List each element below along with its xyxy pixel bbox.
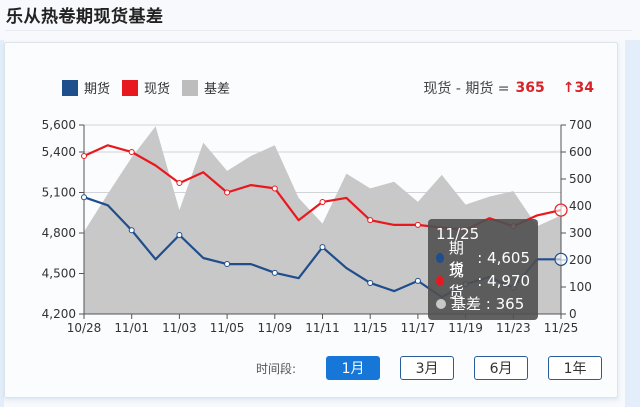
- data-point-marker[interactable]: [414, 221, 421, 228]
- x-tick-label: 11/17: [401, 321, 436, 335]
- right-tick-label: 700: [569, 118, 592, 132]
- legend-label: 基差: [204, 82, 231, 97]
- x-tick-label: 11/15: [353, 321, 388, 335]
- arrow-up-icon: ↑: [562, 80, 575, 96]
- page-title: 乐从热卷期现货基差: [6, 7, 164, 27]
- chart-tooltip: 11/25 期货 : 4,605 现货 : 4,970 基差 : 365: [428, 219, 538, 320]
- basis-value: 365: [515, 80, 545, 96]
- tooltip-row-basis: 基差 : 365: [436, 292, 530, 315]
- chart-legend: 期货 现货 基差: [62, 78, 242, 97]
- highlight-point-marker[interactable]: [554, 252, 568, 266]
- x-tick-label: 11/23: [496, 321, 531, 335]
- data-point-marker[interactable]: [414, 277, 421, 284]
- data-point-marker[interactable]: [128, 149, 135, 155]
- basis-change: ↑34: [563, 80, 594, 96]
- left-tick-label: 5,600: [42, 118, 76, 132]
- tooltip-label: 现货: [448, 261, 464, 301]
- right-tick-label: 300: [569, 226, 592, 240]
- left-tick-label: 4,500: [42, 267, 76, 281]
- right-tick-label: 400: [569, 199, 592, 213]
- right-tick-label: 100: [569, 280, 592, 294]
- x-tick-label: 11/09: [258, 321, 293, 335]
- x-tick-label: 11/25: [544, 321, 579, 335]
- x-tick-label: 11/19: [448, 321, 483, 335]
- period-button-3m[interactable]: 3月: [400, 356, 455, 380]
- highlight-point-marker[interactable]: [554, 203, 568, 217]
- data-point-marker[interactable]: [81, 153, 87, 160]
- tooltip-row-futures: 期货 : 4,605: [436, 239, 530, 278]
- legend-item-spot[interactable]: 现货: [122, 78, 170, 97]
- legend-label: 期货: [84, 82, 111, 97]
- tooltip-value: 4,970: [487, 271, 530, 290]
- period-button-6m[interactable]: 6月: [474, 356, 529, 380]
- data-point-marker[interactable]: [81, 194, 87, 201]
- data-point-marker[interactable]: [319, 244, 326, 251]
- data-point-marker[interactable]: [176, 180, 183, 187]
- data-point-marker[interactable]: [367, 279, 374, 286]
- x-tick-label: 11/01: [114, 321, 149, 335]
- data-point-marker[interactable]: [367, 217, 374, 224]
- tooltip-label: 基差: [451, 295, 482, 313]
- left-tick-label: 4,800: [42, 226, 76, 240]
- right-tick-label: 600: [569, 145, 592, 159]
- futures-dot-icon: [436, 252, 444, 263]
- tooltip-date: 11/25: [436, 225, 480, 243]
- tooltip-row-spot: 现货 : 4,970: [436, 262, 530, 301]
- legend-swatch-spot-icon: [122, 79, 139, 96]
- legend-label: 现货: [144, 82, 171, 97]
- period-button-1m[interactable]: 1月: [326, 356, 381, 380]
- right-tick-label: 500: [569, 172, 592, 186]
- page-edge-left: [0, 40, 4, 407]
- tooltip-label: 期货: [448, 238, 464, 278]
- page-scroll-track[interactable]: [625, 40, 640, 407]
- title-divider: [5, 30, 632, 31]
- x-tick-label: 11/05: [210, 321, 245, 335]
- data-point-marker[interactable]: [271, 185, 278, 192]
- data-point-marker[interactable]: [128, 227, 135, 234]
- tooltip-value: 4,605: [487, 248, 530, 267]
- right-tick-label: 0: [569, 307, 577, 321]
- data-point-marker[interactable]: [319, 198, 326, 205]
- left-tick-label: 4,200: [42, 307, 76, 321]
- period-label: 时间段:: [256, 361, 297, 376]
- data-point-marker[interactable]: [176, 232, 183, 239]
- x-tick-label: 11/03: [162, 321, 197, 335]
- data-point-marker[interactable]: [224, 189, 231, 196]
- legend-swatch-basis-icon: [182, 79, 199, 96]
- data-point-marker[interactable]: [271, 269, 278, 276]
- basis-summary: 现货 - 期货 = 365 ↑34: [423, 78, 594, 98]
- period-button-1y[interactable]: 1年: [548, 356, 603, 380]
- period-selector: 时间段: 1月 3月 6月 1年: [256, 356, 622, 380]
- legend-swatch-futures-icon: [62, 79, 78, 96]
- basis-dot-icon: [436, 298, 446, 309]
- right-tick-label: 200: [569, 253, 592, 267]
- x-tick-label: 11/11: [305, 321, 340, 335]
- basis-change-value: 34: [574, 80, 594, 96]
- x-tick-label: 10/28: [67, 321, 102, 335]
- basis-formula: 现货 - 期货 =: [423, 81, 510, 97]
- left-tick-label: 5,400: [42, 145, 76, 159]
- spot-dot-icon: [436, 275, 444, 286]
- legend-item-basis[interactable]: 基差: [182, 78, 230, 97]
- data-point-marker[interactable]: [224, 261, 231, 268]
- left-tick-label: 5,100: [42, 186, 76, 200]
- tooltip-value: 365: [495, 294, 525, 313]
- legend-item-futures[interactable]: 期货: [62, 78, 110, 97]
